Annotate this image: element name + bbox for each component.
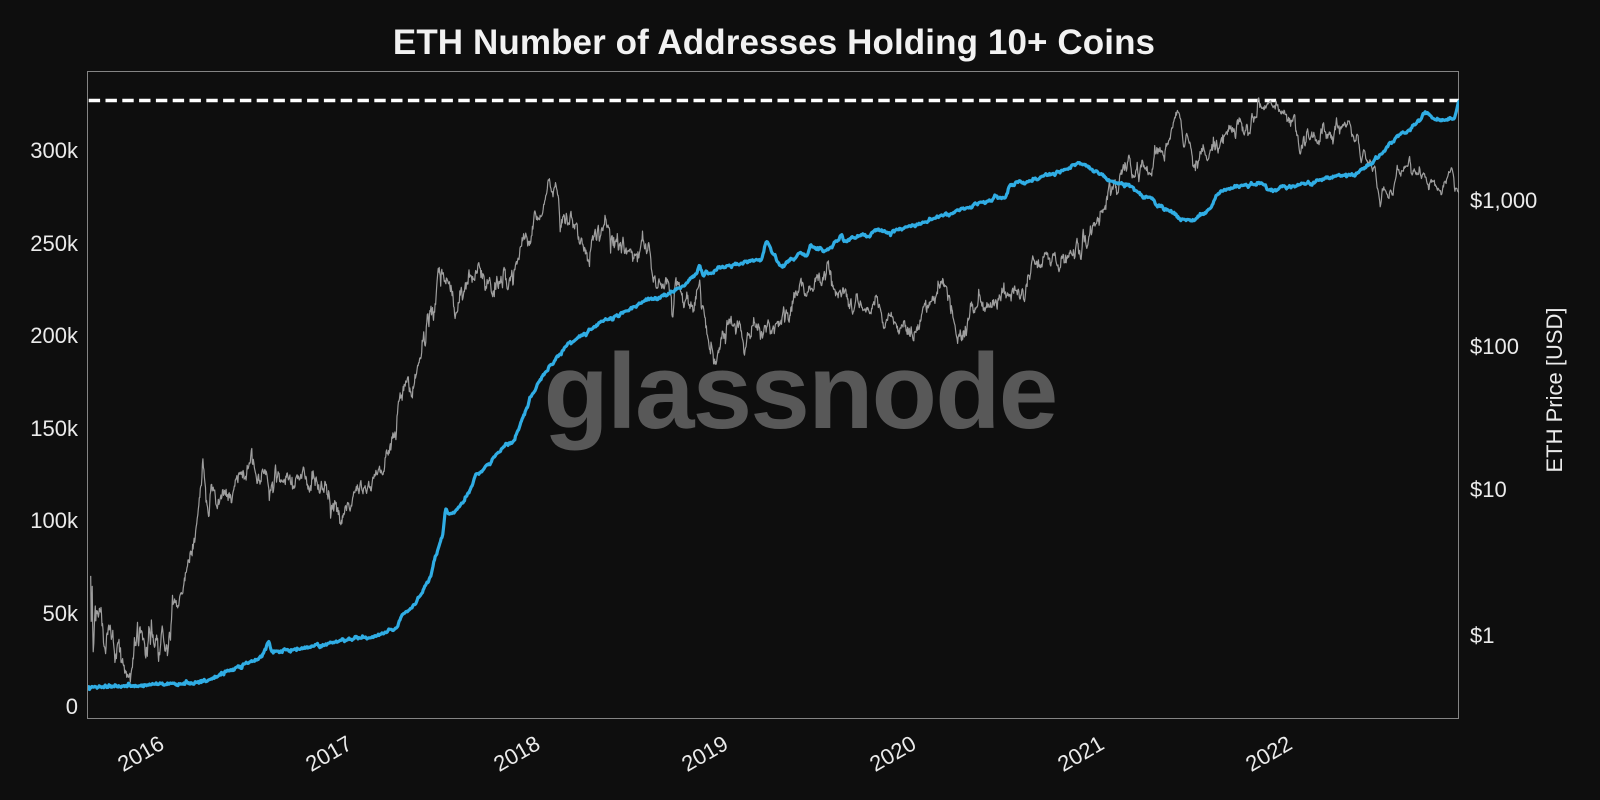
- svg-text:glassnode: glassnode: [543, 331, 1056, 451]
